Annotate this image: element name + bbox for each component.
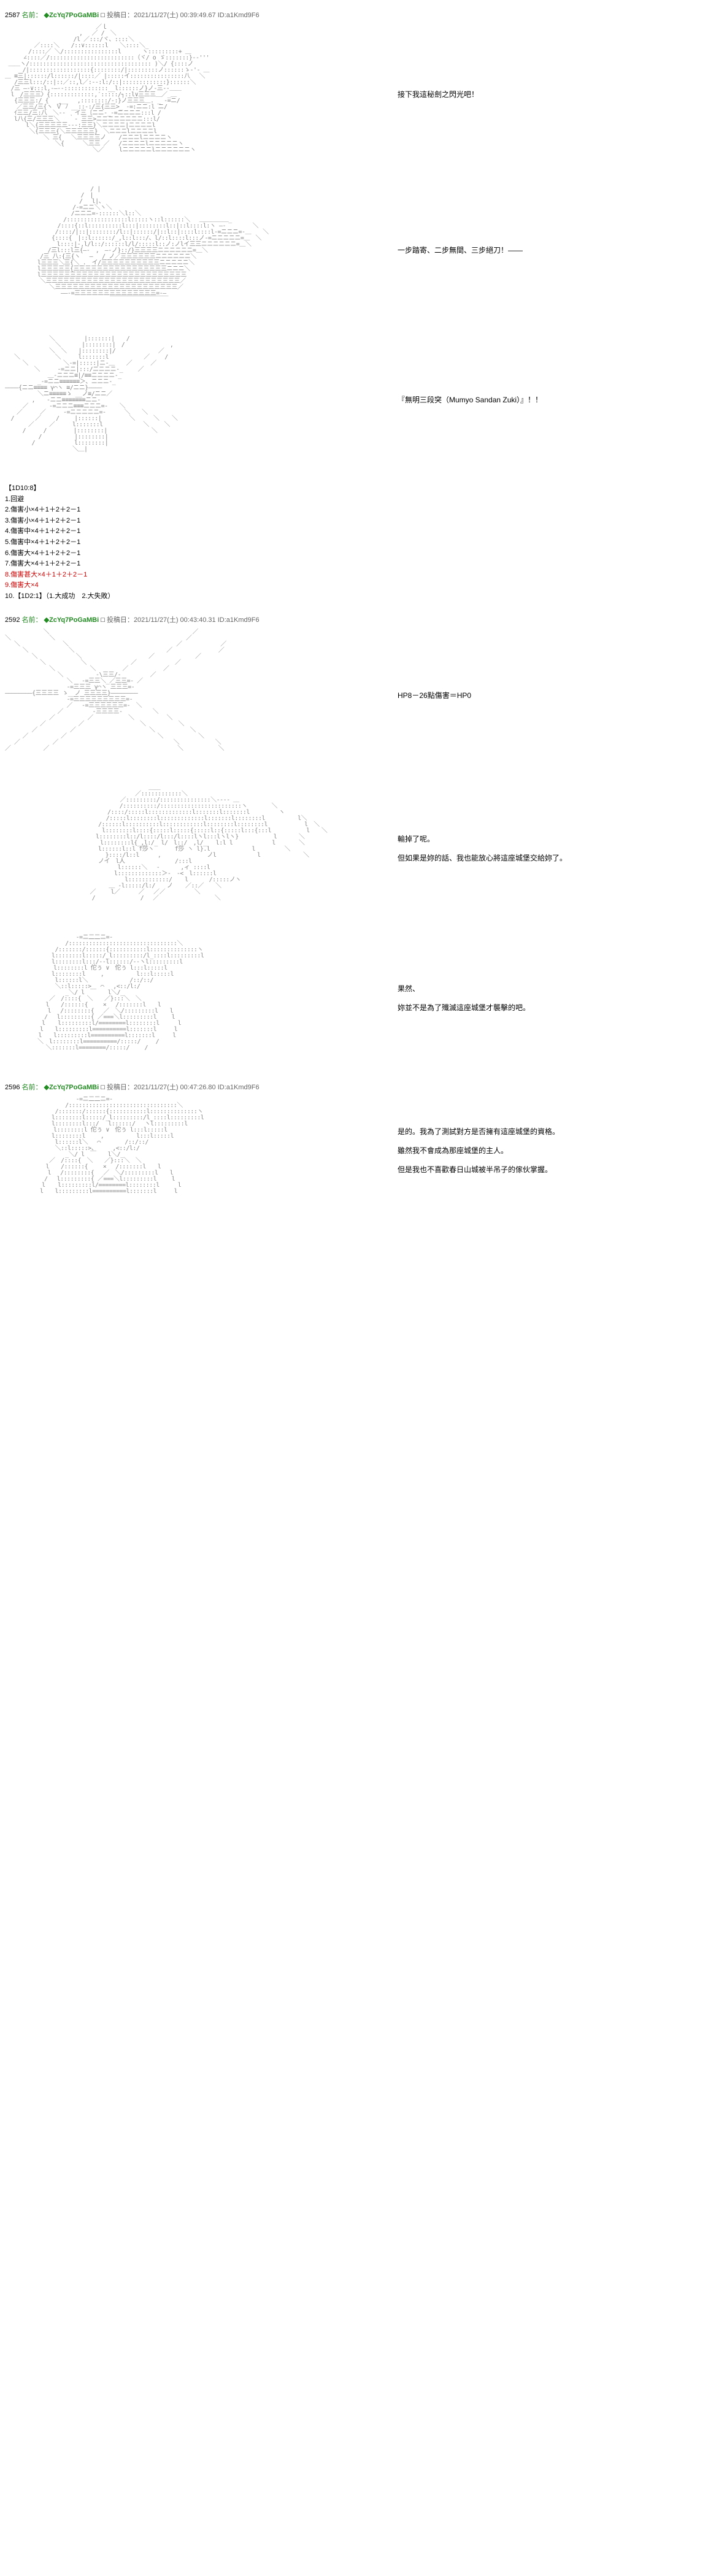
post-header: 2587 名前： ◆ZcYq7PoGaMBi □ 投稿日：2021/11/27(… (5, 10, 703, 20)
ascii-art: / | / | / l|、 /-=ニニ＼ヽ＼ /ニニニ=-::::::＼l::＼… (5, 186, 385, 303)
ascii-art: ＼ |:::::::| / ＼ |::::::::| / , ＼ ＼ |::::… (5, 336, 385, 453)
post-number: 2587 (5, 12, 20, 19)
panel-5: ＿＿ ／::::::::::::＼ ／:::::::::/:::::::::::… (5, 783, 703, 914)
timestamp: 2021/11/27(土) 00:39:49.67 (134, 12, 216, 19)
dialogue-text: 但是我也不喜歡春日山城被半吊子的傢伙掌握。 (398, 1164, 703, 1175)
dialogue-text: 但如果是妳的話、我也能放心將這座城堡交給妳了。 (398, 853, 703, 863)
panel-3: ＼ |:::::::| / ＼ |::::::::| / , ＼ ＼ |::::… (5, 334, 703, 465)
ascii-art: ／ｌ , ／ / ＼ /l ／:::/ヾ、::::＼ ／::::＼ /::∨::… (5, 25, 385, 153)
post-id: ID:a1Kmd9F6 (218, 12, 260, 19)
dice-line: 7.傷害大×4＋1＋2＋2－1 (5, 559, 703, 570)
name-label: 名前： (22, 12, 42, 19)
dice-line: 2.傷害小×4＋1＋2＋2－1 (5, 505, 703, 516)
panel-2: / | / | / l|、 /-=ニニ＼ヽ＼ /ニニニ=-::::::＼l::＼… (5, 184, 703, 315)
dialogue-text: HP8－26點傷害＝HP0 (385, 690, 703, 700)
date-label: 投稿日： (107, 12, 134, 19)
name-label: 名前： (22, 616, 42, 624)
dialogue-text: 是的。我為了測試對方是否擁有這座城堡的資格。 (398, 1126, 703, 1137)
dialogue-text: 雖然我不會成為那座城堡的主人。 (398, 1145, 703, 1156)
mark: □ (101, 12, 105, 19)
dialogue-text: 妳並不是為了殲滅這座城堡才襲擊的吧。 (398, 1002, 703, 1013)
dialogue-text: 一步踏寄、二步無間、三步絕刀！—— (385, 245, 703, 255)
dice-line: 4.傷害中×4＋1＋2＋2－1 (5, 526, 703, 537)
dice-line: 3.傷害小×4＋1＋2＋2－1 (5, 516, 703, 527)
post-id: ID:a1Kmd9F6 (218, 616, 260, 624)
dice-header: 【1D10:8】 (5, 483, 703, 494)
date-label: 投稿日： (107, 1084, 134, 1091)
timestamp: 2021/11/27(土) 00:47:26.80 (134, 1084, 216, 1091)
post-header: 2596 名前： ◆ZcYq7PoGaMBi □ 投稿日：2021/11/27(… (5, 1082, 703, 1092)
dialogue-text: 『無明三段突（Mumyo Sandan Zuki）』！！ (385, 394, 703, 405)
date-label: 投稿日： (107, 616, 134, 624)
post-number: 2596 (5, 1084, 20, 1091)
dialogue-text: 果然、 (398, 983, 703, 994)
dice-roll-block: 【1D10:8】 1.回避 2.傷害小×4＋1＋2＋2－1 3.傷害小×4＋1＋… (5, 483, 703, 602)
mark: □ (101, 616, 105, 624)
ascii-art: -=ニ二二ニ=- /::::::::::::::::::::::::::::::… (5, 935, 385, 1051)
post-id: ID:a1Kmd9F6 (218, 1084, 260, 1091)
dice-line: 6.傷害大×4＋1＋2＋2－1 (5, 548, 703, 559)
panel-6: -=ニ二二ニ=- /::::::::::::::::::::::::::::::… (5, 932, 703, 1064)
post-header: 2592 名前： ◆ZcYq7PoGaMBi □ 投稿日：2021/11/27(… (5, 615, 703, 624)
mark: □ (101, 1084, 105, 1091)
dice-line: 10.【1D2:1】（1.大成功 2.大失敗） (5, 591, 703, 602)
name-label: 名前： (22, 1084, 42, 1091)
dice-line: 1.回避 (5, 494, 703, 505)
dialogue-text: 接下我這秘劍之閃光吧！ (385, 89, 703, 99)
name-trip: ◆ZcYq7PoGaMBi (44, 616, 99, 624)
ascii-art: ＼ ／ ＼ ＼ ／ ＼ ＼ ／ ／ ＼ ＼ ／ ／ ＼ ＼ ／ ／ ＼ (5, 629, 385, 752)
dice-line-hit: 8.傷害甚大×4＋1＋2＋2－1 (5, 570, 703, 581)
dice-line: 9.傷害大×4 (5, 580, 703, 591)
timestamp: 2021/11/27(土) 00:43:40.31 (134, 616, 216, 624)
ascii-art: -=ニ二二ニ=- /::::::::::::::::::::::::::::::… (5, 1097, 385, 1195)
post-number: 2592 (5, 616, 20, 624)
dialogue-text: 輸掉了呢。 (398, 834, 703, 844)
ascii-art: ＿＿ ／::::::::::::＼ ／:::::::::/:::::::::::… (5, 785, 385, 902)
name-trip: ◆ZcYq7PoGaMBi (44, 1084, 99, 1091)
panel-4: ＼ ／ ＼ ＼ ／ ＼ ＼ ／ ／ ＼ ＼ ／ ／ ＼ ＼ ／ ／ ＼ (5, 627, 703, 764)
name-trip: ◆ZcYq7PoGaMBi (44, 12, 99, 19)
panel-7: -=ニ二二ニ=- /::::::::::::::::::::::::::::::… (5, 1094, 703, 1207)
panel-1: ／ｌ , ／ / ＼ /l ／:::/ヾ、::::＼ ／::::＼ /::∨::… (5, 22, 703, 166)
dice-line: 5.傷害中×4＋1＋2＋2－1 (5, 537, 703, 548)
